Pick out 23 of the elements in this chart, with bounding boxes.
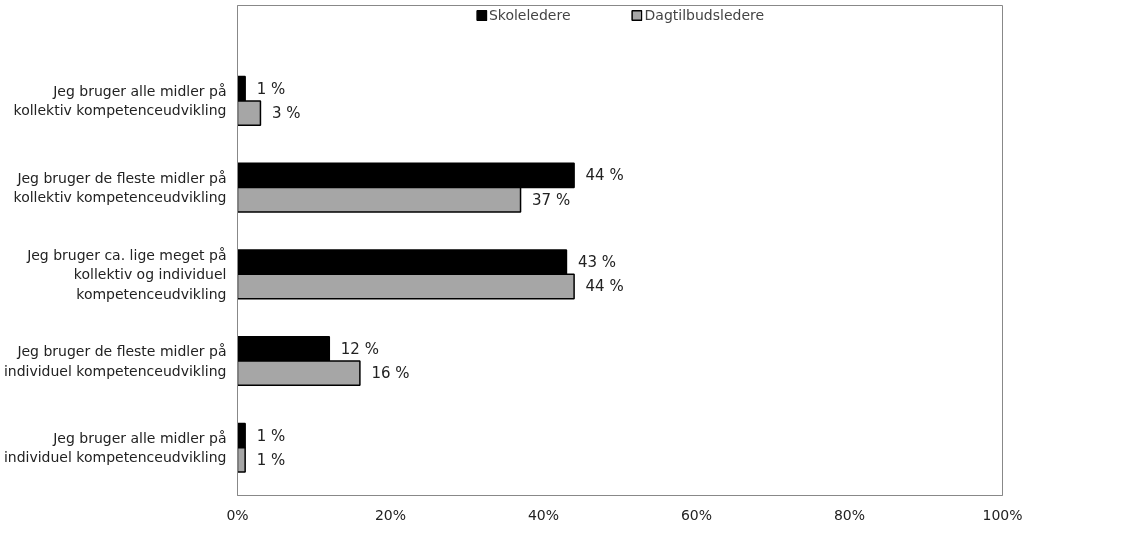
y-tick-label: Jeg bruger alle midler på kollektiv kompetenceudvikling xyxy=(13,83,227,119)
x-tick-label: 60% xyxy=(680,506,713,523)
data-label: 16 % xyxy=(371,364,410,383)
y-tick-label: Jeg bruger de fleste midler på individuel kompetenceudvikling xyxy=(3,343,227,379)
data-label: 1 % xyxy=(256,426,286,445)
x-tick-label: 40% xyxy=(527,506,560,523)
x-tick-label: 20% xyxy=(374,506,407,523)
y-tick-label: Jeg bruger de fleste midler på kollektiv kompetenceudvikling xyxy=(13,170,227,206)
data-label: 44 % xyxy=(585,277,624,296)
data-label: 1 % xyxy=(256,450,286,469)
y-tick-label: Jeg bruger ca. lige meget på kollektiv og individuel kompetenceudvikling xyxy=(26,247,227,302)
y-tick-label: Jeg bruger alle midler på individuel kompetenceudvikling xyxy=(3,430,227,466)
data-label: 37 % xyxy=(532,190,571,209)
data-label: 1 % xyxy=(256,79,286,98)
data-label: 44 % xyxy=(585,166,624,185)
data-label: 12 % xyxy=(340,339,379,358)
data-label: 3 % xyxy=(271,104,301,123)
legend-label: Dagtilbudsledere xyxy=(644,7,765,23)
x-tick-label: 100% xyxy=(982,506,1023,523)
data-label: 43 % xyxy=(577,253,617,272)
legend-label: Skoleledere xyxy=(488,7,571,23)
x-tick-label: 0% xyxy=(226,506,249,523)
x-tick-label: 80% xyxy=(833,506,866,523)
